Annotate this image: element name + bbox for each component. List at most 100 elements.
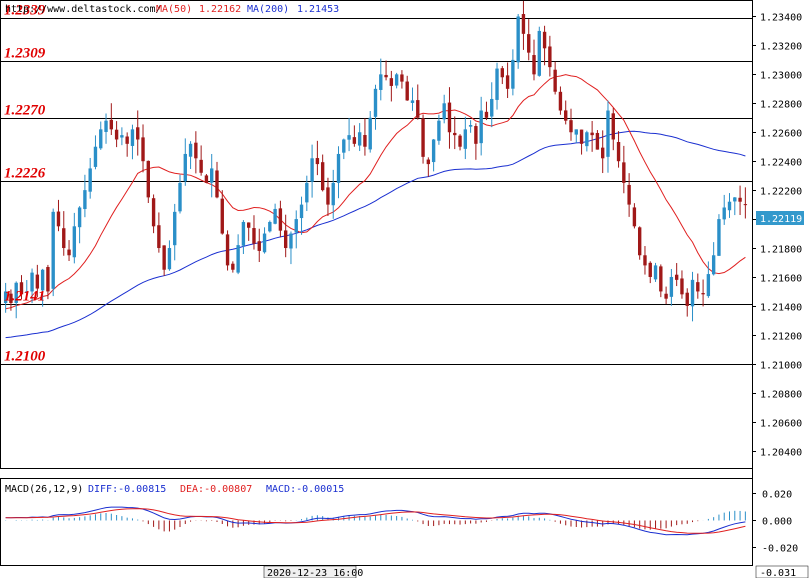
ma200-path xyxy=(5,130,746,339)
candle-body-13 xyxy=(72,226,77,258)
macd-dea-line xyxy=(5,508,746,534)
candle-body-111 xyxy=(590,132,594,136)
candle-body-55 xyxy=(294,219,298,233)
source-url[interactable]: http://www.deltastock.com/ xyxy=(5,4,162,15)
candle-body-84 xyxy=(447,102,452,133)
current-price-value: 1.22119 xyxy=(760,214,802,225)
level-label-5: 1.2100 xyxy=(4,349,46,365)
candle-body-115 xyxy=(611,113,615,140)
candle-body-133 xyxy=(706,274,711,297)
candle-body-117 xyxy=(622,162,626,183)
candle-body-122 xyxy=(648,262,652,277)
macd-diff: DIFF:-0.00815 xyxy=(88,484,166,495)
candle-body-2 xyxy=(14,282,18,303)
candle-body-108 xyxy=(574,129,578,135)
candle-body-127 xyxy=(674,274,679,280)
candle-body-16 xyxy=(88,168,92,192)
price-tick-label-8: 1.21800 xyxy=(760,245,802,256)
candle-body-80 xyxy=(426,159,431,165)
candle-body-53 xyxy=(283,230,288,249)
candle-body-109 xyxy=(579,129,584,144)
candle-body-83 xyxy=(442,103,446,120)
date-label-box xyxy=(263,565,357,578)
candle-body-32 xyxy=(173,211,177,246)
candle-body-64 xyxy=(342,139,346,153)
candle-body-136 xyxy=(722,207,726,220)
candle-body-43 xyxy=(231,263,235,270)
candle-body-98 xyxy=(521,14,526,34)
candle-body-116 xyxy=(616,142,621,162)
candle-body-112 xyxy=(595,132,600,150)
candle-body-59 xyxy=(315,158,320,165)
candle-body-45 xyxy=(241,221,246,246)
current-price-tag xyxy=(756,211,804,225)
price-tick-label-11: 1.21200 xyxy=(760,332,802,343)
candle-body-54 xyxy=(289,233,293,249)
price-tick-label-9: 1.21600 xyxy=(760,274,802,285)
candle-body-120 xyxy=(637,227,642,256)
candle-body-48 xyxy=(257,241,261,251)
candle-body-139 xyxy=(738,197,742,202)
candle-body-65 xyxy=(347,135,351,140)
candle-body-69 xyxy=(368,117,372,150)
candle-body-14 xyxy=(77,207,82,228)
candle-body-132 xyxy=(701,293,705,295)
candle-body-75 xyxy=(400,74,404,82)
candle-body-103 xyxy=(548,46,552,68)
price-tick-label-4: 1.22600 xyxy=(760,129,802,140)
candle-body-12 xyxy=(67,249,71,256)
candle-body-126 xyxy=(669,276,674,297)
candle-body-1 xyxy=(9,293,13,304)
candle-body-52 xyxy=(278,208,283,231)
candle-body-47 xyxy=(252,228,256,244)
macd-axis: 0.020 0.000 -0.020 xyxy=(752,490,798,555)
candle-body-40 xyxy=(215,170,219,198)
price-axis: 1.23400 1.23200 1.23000 1.22800 1.22600 1.224… xyxy=(752,13,802,459)
candle-body-3 xyxy=(19,282,24,295)
macd-dea: DEA:-0.00807 xyxy=(180,484,252,495)
candle-body-5 xyxy=(30,272,34,292)
candle-body-104 xyxy=(553,69,557,92)
level-labels: 1.2339 1.2309 1.2270 1.2226 1.2141 1.2100 xyxy=(4,3,46,365)
price-tick-label-12: 1.21000 xyxy=(760,361,802,372)
level-label-2: 1.2270 xyxy=(4,103,46,119)
candle-body-31 xyxy=(167,248,172,270)
candle-body-118 xyxy=(627,184,631,205)
candle-body-36 xyxy=(194,142,198,159)
candle-body-128 xyxy=(680,278,684,295)
candle-body-6 xyxy=(35,274,40,289)
candle-body-95 xyxy=(505,75,510,89)
candle-body-82 xyxy=(437,120,441,141)
level-label-4: 1.2141 xyxy=(4,289,45,305)
ma200-line xyxy=(5,130,746,339)
candle-body-19 xyxy=(104,120,108,132)
candle-body-67 xyxy=(357,132,362,146)
ma50-path xyxy=(5,74,746,310)
ma50-line xyxy=(5,74,746,310)
price-tick-label-5: 1.22400 xyxy=(760,158,802,169)
candle-body-44 xyxy=(236,245,240,273)
candle-body-110 xyxy=(585,132,589,147)
candle-body-50 xyxy=(268,221,272,232)
ma50-label: MA(50) xyxy=(156,4,192,15)
candle-body-129 xyxy=(685,292,689,306)
candle-body-94 xyxy=(500,68,504,78)
candle-body-20 xyxy=(109,119,114,130)
candle-body-57 xyxy=(305,182,309,203)
ma200-label: MA(200) xyxy=(247,4,289,15)
candle-body-70 xyxy=(373,88,378,117)
macd-tick-label-1: 0.000 xyxy=(762,517,792,528)
price-tick-label-10: 1.21400 xyxy=(760,303,802,314)
support-resistance-levels xyxy=(0,18,752,365)
candle-body-125 xyxy=(664,293,668,299)
candle-body-46 xyxy=(247,222,251,228)
candle-body-23 xyxy=(125,136,129,144)
ma200-value: 1.21453 xyxy=(297,4,339,15)
candle-body-86 xyxy=(458,135,462,147)
level-label-1: 1.2309 xyxy=(4,46,46,62)
candle-body-130 xyxy=(690,279,695,307)
candle-body-102 xyxy=(542,31,547,49)
macd-diff-line xyxy=(5,506,746,536)
candle-body-28 xyxy=(151,198,156,227)
